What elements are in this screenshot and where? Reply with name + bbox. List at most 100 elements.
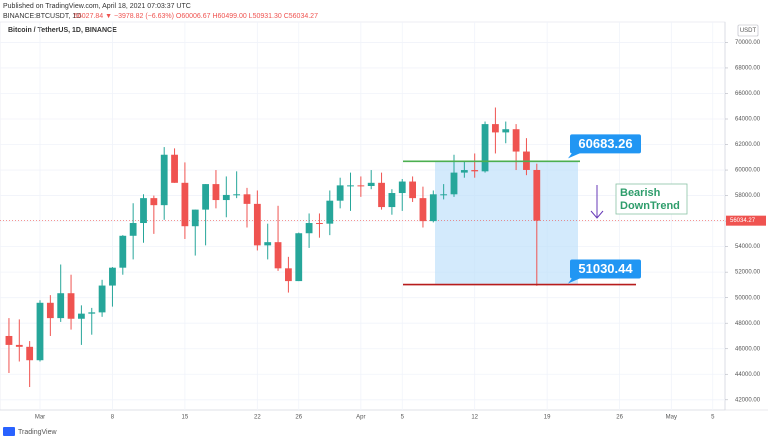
candle-body: [316, 223, 323, 225]
candle-body: [295, 233, 303, 282]
x-tick-label: Apr: [356, 415, 365, 421]
annotation: Bearish DownTrend: [620, 187, 680, 212]
candle-body: [222, 194, 230, 201]
x-tick-label: 26: [616, 415, 623, 421]
candle-body: [5, 335, 13, 345]
published: Published on TradingView.com, April 18, …: [3, 3, 191, 10]
candle-body: [46, 302, 54, 319]
candle-body: [191, 209, 199, 227]
candle-body: [140, 198, 147, 224]
candle-body: [212, 184, 220, 201]
candle-body: [471, 170, 479, 172]
candles: [5, 107, 541, 388]
candle-body: [233, 194, 241, 196]
candle-body: [336, 185, 344, 201]
candle-body: [160, 154, 168, 206]
x-tick-label: 15: [182, 415, 189, 421]
y-tick-label: 58000.00: [735, 193, 761, 199]
candle-body: [129, 223, 137, 236]
candle-body: [419, 198, 427, 222]
candle-body: [274, 242, 282, 269]
currency-box: [737, 24, 759, 37]
y-tick-label: 62000.00: [735, 142, 761, 148]
grid: [0, 22, 728, 410]
candle-body: [347, 185, 354, 187]
candle-body: [502, 129, 510, 133]
callout-label: 51030.44: [578, 261, 633, 276]
drawings: [0, 161, 725, 285]
candle-body: [367, 182, 375, 187]
last-price-label: 56034.27: [730, 218, 756, 224]
candle-body: [264, 242, 272, 246]
y-tick-label: 42000.00: [735, 397, 761, 403]
annotation-box: [615, 183, 688, 215]
chart-title: Bitcoin / TetherUS, 1D, BINANCE: [8, 27, 117, 34]
x-tick-label: Mar: [35, 415, 45, 421]
candle-body: [202, 184, 209, 210]
y-tick-label: 70000.00: [735, 40, 761, 46]
trend-arrow-head: [590, 210, 604, 219]
candle-body: [460, 170, 468, 173]
y-tick-label: 44000.00: [735, 372, 761, 378]
candle-body: [429, 194, 437, 222]
candle-body: [398, 181, 406, 194]
candle-body: [409, 181, 416, 199]
candle-body: [57, 293, 65, 319]
logo-icon: [3, 427, 15, 436]
candle-body: [388, 193, 396, 208]
candle-body: [492, 124, 499, 133]
x-tick-label: 12: [471, 415, 478, 421]
y-tick-label: 48000.00: [735, 321, 761, 327]
x-tick-label: 5: [401, 415, 405, 421]
quote: 56027.84 ▼ −3978.82 (−6.63%) O60006.67 H…: [74, 13, 318, 20]
y-tick-label: 68000.00: [735, 66, 761, 72]
candle-body: [119, 235, 127, 268]
y-tick-label: 60000.00: [735, 168, 761, 174]
candle-body: [440, 194, 448, 196]
y-tick-label: 50000.00: [735, 295, 761, 301]
candle-body: [150, 198, 158, 206]
candle-body: [285, 268, 292, 282]
y-tick-label: 66000.00: [735, 91, 761, 97]
candle-body: [171, 154, 178, 183]
candle-body: [67, 293, 75, 319]
candle-body: [481, 124, 489, 172]
measure-region: [435, 161, 578, 285]
candle-body: [378, 182, 385, 208]
x-tick-label: 19: [544, 415, 551, 421]
candle-body: [357, 185, 365, 187]
y-tick-label: 46000.00: [735, 346, 761, 352]
x-tick-label: 5: [711, 415, 715, 421]
y-tick-label: 52000.00: [735, 270, 761, 276]
candle-body: [450, 172, 458, 195]
candle-body: [15, 344, 23, 347]
x-tick-label: 22: [254, 415, 261, 421]
currency: USDT: [740, 28, 757, 34]
callout-box: [570, 259, 641, 279]
candle-body: [512, 129, 520, 152]
callout-label: 60683.26: [578, 136, 632, 151]
last-price-box: [726, 215, 766, 226]
candle-body: [109, 267, 116, 286]
y-tick-label: 54000.00: [735, 244, 761, 250]
labels: 42000.00 44000.00 46000.00 48000.00 50000.00…: [35, 40, 766, 421]
y-tick-label: 64000.00: [735, 117, 761, 123]
candle-body: [36, 302, 44, 361]
x-tick-label: 8: [111, 415, 115, 421]
x-tick-label: May: [666, 415, 677, 421]
candle-body: [243, 194, 251, 204]
callout-box: [570, 134, 641, 154]
candle-body: [326, 200, 334, 224]
x-tick-label: 26: [295, 415, 302, 421]
brand: TradingView: [18, 429, 57, 436]
candle-body: [98, 285, 106, 313]
candle-body: [533, 169, 541, 221]
candle-body: [181, 182, 189, 227]
candle-body: [305, 223, 313, 234]
candle-body: [78, 313, 85, 319]
symbol: BINANCE:BTCUSDT, 1D: [3, 13, 81, 20]
candle-body: [88, 312, 96, 314]
candle-body: [253, 203, 261, 246]
candle-body: [26, 346, 34, 361]
